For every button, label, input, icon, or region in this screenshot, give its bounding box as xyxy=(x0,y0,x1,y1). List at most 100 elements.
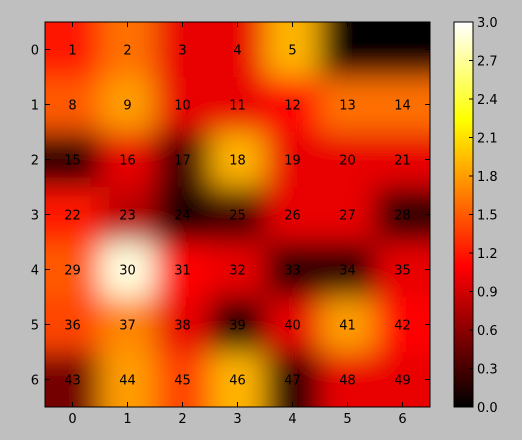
cell-label-r0-c2: 3 xyxy=(178,44,186,59)
cell-label-r6-c5: 48 xyxy=(339,374,356,389)
cell-label-r4-c2: 31 xyxy=(174,264,191,279)
colorbar-tick-label: 1.8 xyxy=(477,170,498,185)
cell-label-r6-c6: 49 xyxy=(394,374,411,389)
cell-label-r1-c3: 11 xyxy=(229,99,246,114)
heatmap-cell-r6-c6 xyxy=(375,352,430,407)
heatmap-cell-r5-c5 xyxy=(320,297,376,353)
heatmap-cells xyxy=(45,22,430,407)
heatmap-cell-r0-c0 xyxy=(45,22,101,78)
cell-label-r3-c4: 26 xyxy=(284,209,301,224)
cell-label-r0-c0: 1 xyxy=(68,44,76,59)
cell-label-r3-c2: 24 xyxy=(174,209,191,224)
y-tick-label: 5 xyxy=(31,319,39,334)
heatmap-cell-r0-c3 xyxy=(210,22,266,78)
heatmap-cell-r5-c3 xyxy=(210,297,266,353)
heatmap-cell-r5-c4 xyxy=(265,297,321,353)
cell-label-r6-c3: 46 xyxy=(229,374,246,389)
colorbar-tick-label: 1.2 xyxy=(477,247,498,262)
cell-label-r1-c4: 12 xyxy=(284,99,301,114)
heatmap-cell-r0-c6 xyxy=(375,22,430,78)
cell-label-r3-c5: 27 xyxy=(339,209,356,224)
y-tick-label: 4 xyxy=(31,264,39,279)
colorbar-tick-label: 2.4 xyxy=(477,93,498,108)
heatmap-cell-r6-c0 xyxy=(45,352,101,407)
heatmap-cell-r5-c6 xyxy=(375,297,430,353)
cell-label-r4-c1: 30 xyxy=(119,264,136,279)
heatmap-cell-r0-c2 xyxy=(155,22,211,78)
heatmap-cell-r0-c5 xyxy=(320,22,376,78)
heatmap-cell-r3-c1 xyxy=(100,187,156,243)
heatmap-cell-r3-c3 xyxy=(210,187,266,243)
cell-label-r4-c6: 35 xyxy=(394,264,411,279)
cell-label-r0-c1: 2 xyxy=(123,44,131,59)
heatmap-cell-r2-c3 xyxy=(210,132,266,188)
heatmap-cell-r3-c5 xyxy=(320,187,376,243)
heatmap-cell-r6-c2 xyxy=(155,352,211,407)
colorbar: 0.0 0.3 0.6 0.9 1.2 1.5 1.8 2.1 2.4 2.7 3.0 xyxy=(453,16,498,416)
cell-label-r1-c5: 13 xyxy=(339,99,356,114)
heatmap-cell-r2-c5 xyxy=(320,132,376,188)
heatmap-cell-r2-c1 xyxy=(100,132,156,188)
heatmap-cell-r6-c1 xyxy=(100,352,156,407)
heatmap-cell-r2-c0 xyxy=(45,132,101,188)
cell-label-r5-c1: 37 xyxy=(119,319,136,334)
heatmap-cell-r1-c2 xyxy=(155,77,211,133)
cell-label-r5-c4: 40 xyxy=(284,319,301,334)
cell-label-r5-c3: 39 xyxy=(229,319,246,334)
x-tick-label: 2 xyxy=(178,412,186,427)
heatmap-cell-r1-c4 xyxy=(265,77,321,133)
cell-label-r2-c0: 15 xyxy=(64,154,81,169)
cell-label-r6-c0: 43 xyxy=(64,374,81,389)
heatmap-cell-r3-c0 xyxy=(45,187,101,243)
x-tick-label: 0 xyxy=(68,412,76,427)
colorbar-tick-label: 1.5 xyxy=(477,209,498,224)
heatmap-cell-r4-c2 xyxy=(155,242,211,298)
colorbar-tick-label: 0.6 xyxy=(477,324,498,339)
cell-label-r0-c3: 4 xyxy=(233,44,241,59)
heatmap-cell-r5-c2 xyxy=(155,297,211,353)
cell-label-r5-c5: 41 xyxy=(339,319,356,334)
cell-label-r6-c1: 44 xyxy=(119,374,136,389)
cell-label-r4-c0: 29 xyxy=(64,264,81,279)
heatmap-cell-r2-c4 xyxy=(265,132,321,188)
cell-label-r1-c0: 8 xyxy=(68,99,76,114)
x-tick-label: 5 xyxy=(343,412,351,427)
colorbar-tick-label: 2.7 xyxy=(477,55,498,70)
cell-label-r5-c0: 36 xyxy=(64,319,81,334)
colorbar-tick-label: 0.0 xyxy=(477,401,498,416)
cell-label-r1-c6: 14 xyxy=(394,99,411,114)
heatmap-cell-r4-c3 xyxy=(210,242,266,298)
cell-label-r3-c6: 28 xyxy=(394,209,411,224)
colorbar-tick-label: 0.3 xyxy=(477,363,498,378)
heatmap-cell-r2-c6 xyxy=(375,132,430,188)
colorbar-ticks: 0.0 0.3 0.6 0.9 1.2 1.5 1.8 2.1 2.4 2.7 3.0 xyxy=(469,16,498,416)
x-tick-label: 3 xyxy=(233,412,241,427)
cell-label-r3-c0: 22 xyxy=(64,209,81,224)
cell-label-r3-c1: 23 xyxy=(119,209,136,224)
x-tick-label: 6 xyxy=(398,412,406,427)
x-tick-label: 4 xyxy=(288,412,296,427)
cell-label-r1-c1: 9 xyxy=(123,99,131,114)
cell-label-r2-c5: 20 xyxy=(339,154,356,169)
heatmap-cell-r1-c5 xyxy=(320,77,376,133)
heatmap-cell-r6-c3 xyxy=(210,352,266,407)
heatmap-cell-r3-c2 xyxy=(155,187,211,243)
cell-label-r3-c3: 25 xyxy=(229,209,246,224)
cell-label-r2-c2: 17 xyxy=(174,154,191,169)
cell-label-r0-c4: 5 xyxy=(288,44,296,59)
heatmap-cell-r4-c6 xyxy=(375,242,430,298)
y-tick-label: 2 xyxy=(31,154,39,169)
heatmap-cell-r4-c0 xyxy=(45,242,101,298)
heatmap-cell-r4-c4 xyxy=(265,242,321,298)
colorbar-tick-label: 0.9 xyxy=(477,286,498,301)
heatmap-cell-r3-c6 xyxy=(375,187,430,243)
heatmap-cell-r6-c4 xyxy=(265,352,321,407)
y-tick-label: 0 xyxy=(31,44,39,59)
cell-label-r2-c3: 18 xyxy=(229,154,246,169)
heatmap-cell-r4-c5 xyxy=(320,242,376,298)
heatmap-cell-r0-c1 xyxy=(100,22,156,78)
cell-label-r4-c5: 34 xyxy=(339,264,356,279)
